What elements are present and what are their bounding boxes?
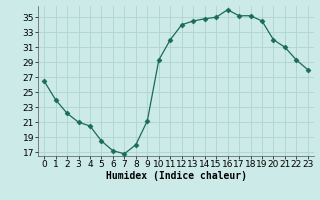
X-axis label: Humidex (Indice chaleur): Humidex (Indice chaleur) xyxy=(106,171,246,181)
